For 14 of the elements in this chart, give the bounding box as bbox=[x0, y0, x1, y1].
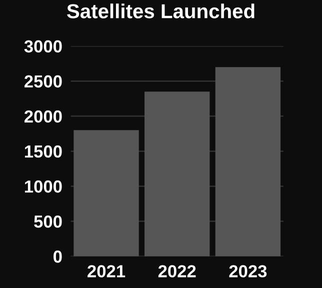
chart-title: Satellites Launched bbox=[67, 4, 254, 18]
y-tick-label: 2000 bbox=[24, 110, 62, 123]
y-tick-label: 0 bbox=[54, 250, 62, 263]
y-tick-label: 3000 bbox=[24, 40, 62, 53]
y-tick-label: 500 bbox=[34, 215, 62, 228]
x-tick-label: 2022 bbox=[158, 265, 196, 278]
y-tick-label: 1000 bbox=[24, 180, 62, 193]
y-tick-label: 2500 bbox=[24, 75, 62, 88]
x-tick-label: 2021 bbox=[88, 265, 126, 278]
bar bbox=[74, 130, 139, 256]
y-tick-label: 1500 bbox=[24, 145, 62, 158]
x-tick-label: 2023 bbox=[229, 265, 267, 278]
bar bbox=[215, 67, 281, 256]
bar bbox=[144, 92, 210, 256]
